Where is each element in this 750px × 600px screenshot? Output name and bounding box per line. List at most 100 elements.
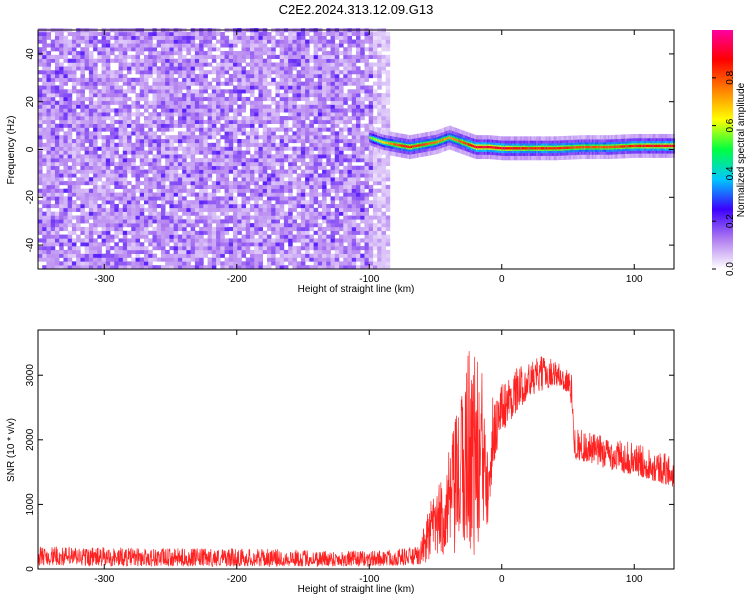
spectrogram-cell: [186, 211, 191, 216]
spectrogram-cell: [80, 100, 85, 105]
spectrogram-cell: [385, 73, 391, 79]
spectrogram-signal-cell: [447, 136, 450, 140]
spectrogram-cell: [241, 150, 247, 155]
spectrogram-cell: [194, 184, 200, 189]
spectrogram-cell: [80, 238, 85, 243]
spectrogram-cell: [385, 234, 391, 239]
spectrogram-signal-cell: [463, 141, 466, 144]
spectrogram-cell: [211, 150, 217, 155]
spectrogram-cell: [169, 85, 174, 90]
spectrogram-cell: [292, 123, 297, 128]
spectrogram-cell: [317, 62, 323, 67]
spectrogram-cell: [288, 261, 293, 266]
spectrogram-signal-cell: [415, 144, 418, 148]
spectrogram-cell: [258, 150, 264, 155]
spectrogram-cell: [93, 192, 98, 197]
spectrogram-cell: [356, 158, 361, 163]
spectrogram-cell: [300, 154, 306, 159]
spectrogram-cell: [177, 146, 183, 151]
spectrogram-cell: [237, 173, 242, 178]
spectrogram-cell: [372, 116, 378, 121]
spectrogram-cell: [88, 39, 94, 44]
spectrogram-cell: [144, 104, 149, 109]
spectrogram-cell: [322, 104, 327, 109]
spectrogram-cell: [356, 257, 361, 262]
spectrogram-cell: [245, 119, 251, 124]
spectrogram-cell: [199, 242, 204, 247]
spectrogram-cell: [135, 188, 141, 193]
spectrogram-cell: [343, 253, 348, 258]
spectrogram-cell: [245, 173, 251, 178]
spectrogram-cell: [381, 200, 386, 205]
spectrogram-cell: [93, 66, 98, 71]
spectrogram-cell: [186, 51, 191, 56]
spectrogram-cell: [199, 257, 204, 262]
spectrogram-cell: [360, 150, 365, 155]
spectrogram-cell: [80, 93, 85, 98]
spectrogram-cell: [54, 127, 60, 132]
spectrogram-cell: [216, 215, 221, 220]
spectrogram-cell: [203, 158, 208, 163]
spectrogram-signal-cell: [431, 141, 434, 145]
spectrogram-cell: [97, 219, 102, 224]
spectrogram-cell: [127, 249, 132, 255]
spectrogram-cell: [67, 142, 73, 147]
spectrogram-cell: [322, 62, 327, 67]
spectrogram-signal-cell: [490, 146, 493, 149]
spectrogram-cell: [334, 223, 340, 228]
spectrogram-cell: [364, 261, 370, 266]
spectrogram-cell: [190, 207, 196, 212]
spectrogram-cell: [254, 54, 259, 59]
spectrogram-cell: [241, 161, 247, 167]
spectrogram-cell: [190, 47, 196, 52]
spectrogram-cell: [343, 188, 348, 193]
spectrogram-cell: [250, 203, 255, 209]
spectrogram-cell: [381, 203, 386, 209]
spectrogram-cell: [292, 51, 297, 56]
spectrogram-cell: [330, 177, 336, 182]
spectrogram-cell: [42, 73, 47, 79]
spectrogram-cell: [224, 112, 230, 117]
spectrogram-cell: [59, 89, 64, 94]
spectrogram-cell: [356, 43, 361, 48]
spectrogram-cell: [211, 96, 217, 102]
spectrogram-cell: [63, 173, 68, 178]
spectrogram-cell: [177, 31, 183, 37]
spectrogram-cell: [317, 112, 323, 117]
spectrogram-cell: [118, 123, 124, 128]
spectrogram-cell: [224, 173, 230, 178]
spectrogram-cell: [186, 119, 191, 124]
spectrogram-cell: [262, 246, 268, 251]
spectrogram-cell: [254, 43, 259, 48]
spectrogram-cell: [50, 146, 56, 151]
spectrogram-cell: [377, 31, 382, 37]
spectrogram-cell: [173, 138, 179, 144]
spectrogram-cell: [224, 70, 230, 75]
spectrogram-cell: [80, 261, 85, 266]
spectrogram-cell: [245, 226, 251, 232]
spectrogram-cell: [254, 223, 259, 228]
spectrogram-cell: [105, 257, 111, 262]
spectrogram-cell: [271, 51, 276, 56]
spectrogram-cell: [63, 81, 68, 86]
spectrogram-cell: [266, 135, 272, 140]
spectrogram-cell: [334, 73, 340, 79]
spectrogram-cell: [110, 188, 115, 193]
spectrogram-cell: [241, 173, 247, 178]
spectrogram-cell: [160, 188, 166, 193]
spectrogram-cell: [199, 150, 204, 155]
spectrogram-cell: [377, 112, 382, 117]
spectrogram-cell: [165, 146, 170, 151]
spectrogram-cell: [313, 169, 319, 174]
spectrogram-cell: [305, 219, 310, 224]
spectrogram-cell: [334, 81, 340, 86]
spectrogram-cell: [101, 192, 107, 197]
spectrogram-cell: [313, 85, 319, 90]
spectrogram-cell: [377, 165, 382, 170]
spectrogram-cell: [76, 161, 81, 167]
spectrogram-cell: [135, 219, 141, 224]
spectrogram-cell: [250, 249, 255, 255]
spectrogram-cell: [54, 184, 60, 189]
spectrogram-cell: [50, 73, 56, 79]
spectrogram-cell: [67, 261, 73, 266]
